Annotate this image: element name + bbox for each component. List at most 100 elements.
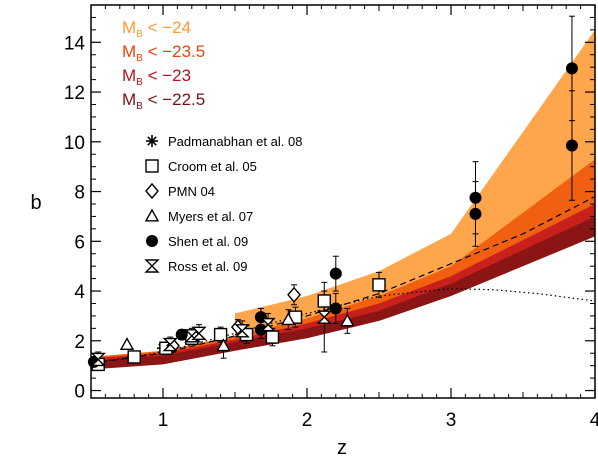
- x-tick-label: 4: [590, 410, 598, 431]
- square-marker-shape: [372, 278, 386, 292]
- circle-marker-shape: [565, 62, 578, 75]
- data-point-square: [127, 350, 141, 364]
- triangle-marker-shape: [340, 313, 355, 327]
- data-point-triangle: [119, 337, 135, 351]
- data-points: [87, 62, 578, 372]
- magnitude-symbol: M: [122, 66, 136, 85]
- magnitude-subscript: B: [136, 53, 143, 64]
- magnitude-subscript: B: [136, 77, 143, 88]
- magnitude-threshold: < −23.5: [143, 42, 205, 61]
- hourglass-marker-shape: [191, 326, 207, 341]
- data-point-hourglass: [316, 310, 332, 324]
- legend-entry-diamond: PMN 04: [145, 182, 215, 200]
- magnitude-symbol: M: [122, 42, 136, 61]
- magnitude-label-4: MB < −22.5: [122, 90, 205, 112]
- x-tick-label: 1: [158, 410, 169, 431]
- square-marker-shape: [317, 294, 331, 308]
- data-point-hourglass: [234, 324, 250, 338]
- circle-marker-shape: [146, 235, 158, 247]
- data-point-filled-circle: [329, 267, 342, 280]
- square-marker-shape: [265, 330, 280, 344]
- data-point-triangle: [281, 312, 296, 326]
- data-point-triangle: [340, 313, 355, 327]
- marker-filled-circle: [146, 235, 158, 247]
- magnitude-threshold: < −23: [143, 66, 191, 85]
- magnitude-symbol: M: [122, 90, 136, 109]
- diamond-marker-shape: [287, 286, 301, 303]
- legend-label: PMN 04: [168, 184, 215, 199]
- data-point-filled-circle: [565, 139, 578, 152]
- magnitude-threshold: < −22.5: [143, 90, 205, 109]
- data-point-square: [213, 327, 228, 342]
- y-axis-label: b: [30, 192, 41, 214]
- marker-diamond: [145, 182, 159, 200]
- data-point-diamond: [287, 286, 301, 303]
- data-point-filled-circle: [175, 328, 188, 341]
- data-point-filled-circle: [469, 207, 482, 220]
- circle-marker-shape: [469, 207, 482, 220]
- marker-hourglass: [144, 259, 160, 273]
- magnitude-label-3: MB < −23: [122, 66, 191, 88]
- hourglass-marker-shape: [234, 324, 250, 338]
- y-tick-label: 8: [74, 183, 85, 204]
- circle-marker-shape: [329, 302, 342, 315]
- triangle-marker-shape: [216, 338, 231, 352]
- data-point-hourglass: [162, 337, 178, 352]
- hourglass-marker-shape: [144, 259, 160, 273]
- x-tick-label: 2: [302, 410, 313, 431]
- legend-entry-asterisk: Padmanabhan et al. 08: [146, 134, 302, 149]
- square-marker-shape: [127, 350, 141, 364]
- hourglass-marker-shape: [162, 337, 178, 352]
- legend-label: Myers et al. 07: [168, 209, 253, 224]
- magnitude-label-2: MB < −23.5: [122, 42, 205, 64]
- legend-entry-triangle: Myers et al. 07: [144, 208, 253, 224]
- circle-marker-shape: [565, 139, 578, 152]
- x-axis-label: z: [337, 437, 347, 459]
- legend-entry-hourglass: Ross et al. 09: [144, 259, 248, 274]
- y-tick-label: 12: [64, 83, 85, 104]
- y-tick-label: 14: [64, 33, 86, 54]
- diamond-marker-shape: [145, 182, 159, 200]
- circle-marker-shape: [329, 267, 342, 280]
- square-marker-shape: [145, 159, 159, 173]
- data-point-square: [372, 278, 386, 292]
- data-point-square: [265, 330, 280, 344]
- legend-entry-square: Croom et al. 05: [145, 159, 257, 174]
- circle-marker-shape: [175, 328, 188, 341]
- data-point-filled-circle: [565, 62, 578, 75]
- data-point-triangle: [216, 338, 231, 352]
- plot-border: [90, 4, 596, 399]
- magnitude-subscript: B: [136, 29, 143, 40]
- asterisk-stroke: [147, 136, 157, 146]
- data-point-square: [317, 294, 331, 308]
- hourglass-marker-shape: [260, 317, 276, 332]
- legend-label: Ross et al. 09: [168, 259, 248, 274]
- data-point-filled-circle: [469, 191, 482, 204]
- magnitude-subscript: B: [136, 101, 143, 112]
- magnitude-symbol: M: [122, 18, 136, 37]
- hourglass-marker-shape: [316, 310, 332, 324]
- legend-label: Shen et al. 09: [168, 234, 248, 249]
- data-point-filled-circle: [329, 302, 342, 315]
- legend-label: Padmanabhan et al. 08: [168, 134, 302, 149]
- triangle-marker-shape: [119, 337, 135, 351]
- data-point-filled-circle: [254, 323, 267, 336]
- plot-frame: [90, 4, 596, 399]
- y-tick-label: 10: [64, 133, 85, 154]
- magnitude-threshold: < −24: [143, 18, 191, 37]
- data-point-hourglass: [260, 317, 276, 332]
- triangle-marker-shape: [281, 312, 296, 326]
- legend: Padmanabhan et al. 08 Croom et al. 05 PMN …: [144, 134, 302, 274]
- y-tick-label: 4: [74, 282, 85, 303]
- data-point-hourglass: [191, 326, 207, 341]
- y-tick-label: 2: [74, 332, 85, 353]
- x-tick-label: 3: [446, 410, 457, 431]
- marker-square: [145, 159, 159, 173]
- marker-triangle: [144, 208, 160, 222]
- y-tick-label: 0: [74, 382, 85, 403]
- triangle-marker-shape: [144, 208, 160, 222]
- legend-label: Croom et al. 05: [168, 159, 257, 174]
